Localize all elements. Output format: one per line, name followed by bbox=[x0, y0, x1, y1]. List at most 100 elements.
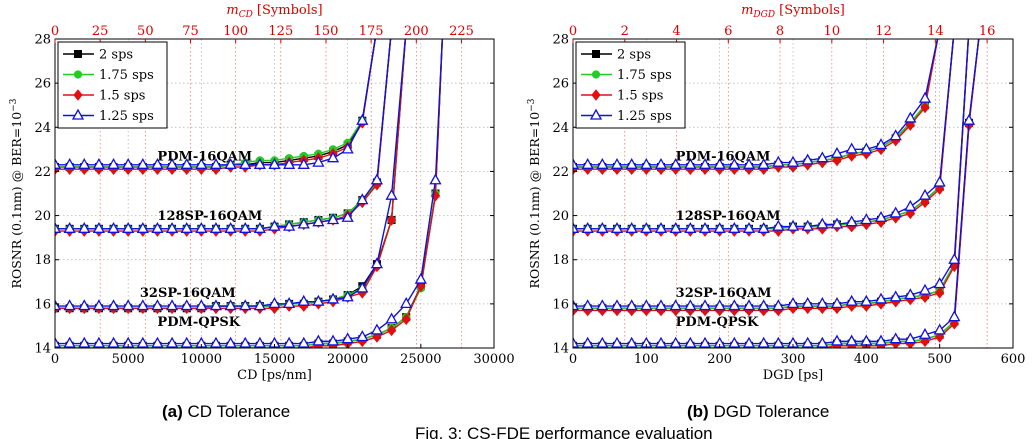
data-point-1-25-sps bbox=[933, 323, 946, 335]
y-tick-label: 18 bbox=[552, 253, 569, 268]
legend-marker-1-75-sps bbox=[73, 70, 83, 79]
data-point-1-25-sps bbox=[122, 221, 135, 233]
data-point-1-25-sps bbox=[356, 330, 369, 342]
data-point-1-25-sps bbox=[78, 336, 91, 348]
series-group-pdm-qpsk bbox=[573, 39, 980, 348]
data-point-1-25-sps bbox=[573, 336, 580, 348]
x2-tick-label: 12 bbox=[875, 24, 892, 39]
data-point-1-25-sps bbox=[209, 336, 223, 348]
data-point-1-25-sps bbox=[860, 294, 873, 306]
data-point-1-25-sps bbox=[122, 299, 135, 311]
data-point-1-25-sps bbox=[742, 336, 756, 348]
x-tick-label: 10000 bbox=[181, 352, 222, 367]
data-point-1-25-sps bbox=[728, 299, 741, 311]
data-point-1-25-sps bbox=[180, 336, 193, 348]
annotation-128sp-16qam: 128SP-16QAM bbox=[676, 209, 781, 224]
data-point-1-25-sps bbox=[904, 288, 917, 300]
series-group-pdm-16qam bbox=[573, 39, 939, 176]
data-point-1-25-sps bbox=[239, 221, 252, 233]
data-point-1-25-sps bbox=[180, 157, 193, 169]
x2-tick-label: 125 bbox=[268, 24, 293, 39]
panel-b-caption-label: (b) bbox=[687, 402, 709, 421]
data-point-1-25-sps bbox=[640, 221, 653, 233]
data-point-1-25-sps bbox=[209, 299, 223, 311]
data-point-1-25-sps bbox=[830, 146, 844, 158]
data-point-1-25-sps bbox=[312, 155, 325, 167]
data-point-1-25-sps bbox=[224, 157, 237, 169]
data-point-1-25-sps bbox=[107, 157, 120, 169]
data-point-1-25-sps bbox=[698, 157, 712, 169]
data-point-1-25-sps bbox=[713, 157, 726, 169]
data-point-1-25-sps bbox=[136, 336, 149, 348]
legend-label-1-75-sps: 1.75 sps bbox=[99, 68, 154, 83]
x-tick-label: 30000 bbox=[473, 352, 514, 367]
series-group-pdm-16qam bbox=[55, 39, 376, 176]
data-point-1-25-sps bbox=[151, 157, 164, 169]
data-point-1-25-sps bbox=[283, 219, 296, 231]
x2-tick-label: 75 bbox=[182, 24, 199, 39]
data-point-1-25-sps bbox=[654, 221, 668, 233]
data-point-1-25-sps bbox=[297, 157, 310, 169]
y-tick-label: 16 bbox=[34, 297, 51, 312]
data-point-1-25-sps bbox=[385, 312, 398, 324]
data-point-1-25-sps bbox=[312, 334, 325, 346]
data-point-1-25-sps bbox=[669, 299, 682, 311]
data-point-1-25-sps bbox=[55, 299, 62, 311]
data-point-1-25-sps bbox=[283, 297, 296, 309]
data-point-1-25-sps bbox=[209, 157, 223, 169]
legend-label-2-sps: 2 sps bbox=[617, 48, 651, 63]
x-tick-label: 0 bbox=[51, 352, 59, 367]
data-point-1-25-sps bbox=[786, 219, 800, 231]
data-point-1-25-sps bbox=[596, 221, 609, 233]
data-point-1-25-sps bbox=[253, 336, 266, 348]
data-point-1-25-sps bbox=[713, 299, 726, 311]
data-point-1-25-sps bbox=[830, 217, 844, 229]
data-point-1-25-sps bbox=[610, 299, 624, 311]
data-point-1-25-sps bbox=[786, 155, 800, 167]
data-point-1-25-sps bbox=[728, 157, 741, 169]
data-point-1-25-sps bbox=[326, 151, 340, 163]
data-point-1-25-sps bbox=[573, 157, 580, 169]
data-point-1-25-sps bbox=[669, 336, 682, 348]
data-point-1-25-sps bbox=[370, 257, 384, 269]
series-group-pdm-qpsk bbox=[55, 39, 443, 348]
data-point-1-25-sps bbox=[698, 299, 712, 311]
x2-tick-label: 6 bbox=[724, 24, 732, 39]
y-tick-label: 24 bbox=[34, 121, 51, 136]
data-point-1-25-sps bbox=[845, 334, 858, 346]
data-point-1-25-sps bbox=[107, 336, 120, 348]
y-tick-label: 28 bbox=[552, 33, 569, 48]
x2-tick-label: 14 bbox=[927, 24, 944, 39]
y-tick-label: 14 bbox=[34, 342, 51, 357]
data-point-1-25-sps bbox=[239, 157, 252, 169]
panel-b-caption: (b) DGD Tolerance bbox=[687, 402, 829, 422]
legend-label-1-5-sps: 1.5 sps bbox=[99, 89, 145, 104]
x2-tick-label: 200 bbox=[404, 24, 429, 39]
data-point-1-25-sps bbox=[370, 173, 384, 185]
x2-tick-label: 2 bbox=[621, 24, 629, 39]
data-point-1-25-sps bbox=[918, 327, 932, 339]
data-point-1-25-sps bbox=[816, 336, 829, 348]
annotation-32sp-16qam: 32SP-16QAM bbox=[676, 286, 772, 301]
x-tick-label: 500 bbox=[927, 352, 952, 367]
y-tick-label: 26 bbox=[552, 77, 569, 92]
data-point-1-25-sps bbox=[356, 281, 369, 293]
series-line-pdm-qpsk-1-5-sps bbox=[55, 39, 443, 348]
data-point-1-25-sps bbox=[312, 215, 325, 227]
data-point-1-25-sps bbox=[816, 217, 829, 229]
data-point-1-25-sps bbox=[684, 221, 697, 233]
data-point-1-25-sps bbox=[772, 155, 785, 167]
data-point-1-25-sps bbox=[136, 299, 149, 311]
data-point-1-25-sps bbox=[625, 336, 638, 348]
data-point-1-25-sps bbox=[962, 113, 976, 125]
x2-tick-label: 0 bbox=[569, 24, 577, 39]
data-point-1-25-sps bbox=[596, 299, 609, 311]
x2-tick-label: 225 bbox=[449, 24, 474, 39]
series-line-32sp-16qam-1-75-sps bbox=[573, 39, 970, 309]
data-area bbox=[55, 39, 443, 348]
data-point-1-25-sps bbox=[728, 221, 741, 233]
data-point-1-25-sps bbox=[136, 157, 149, 169]
data-point-1-25-sps bbox=[151, 336, 164, 348]
data-point-1-25-sps bbox=[772, 219, 785, 231]
data-point-1-25-sps bbox=[684, 336, 697, 348]
